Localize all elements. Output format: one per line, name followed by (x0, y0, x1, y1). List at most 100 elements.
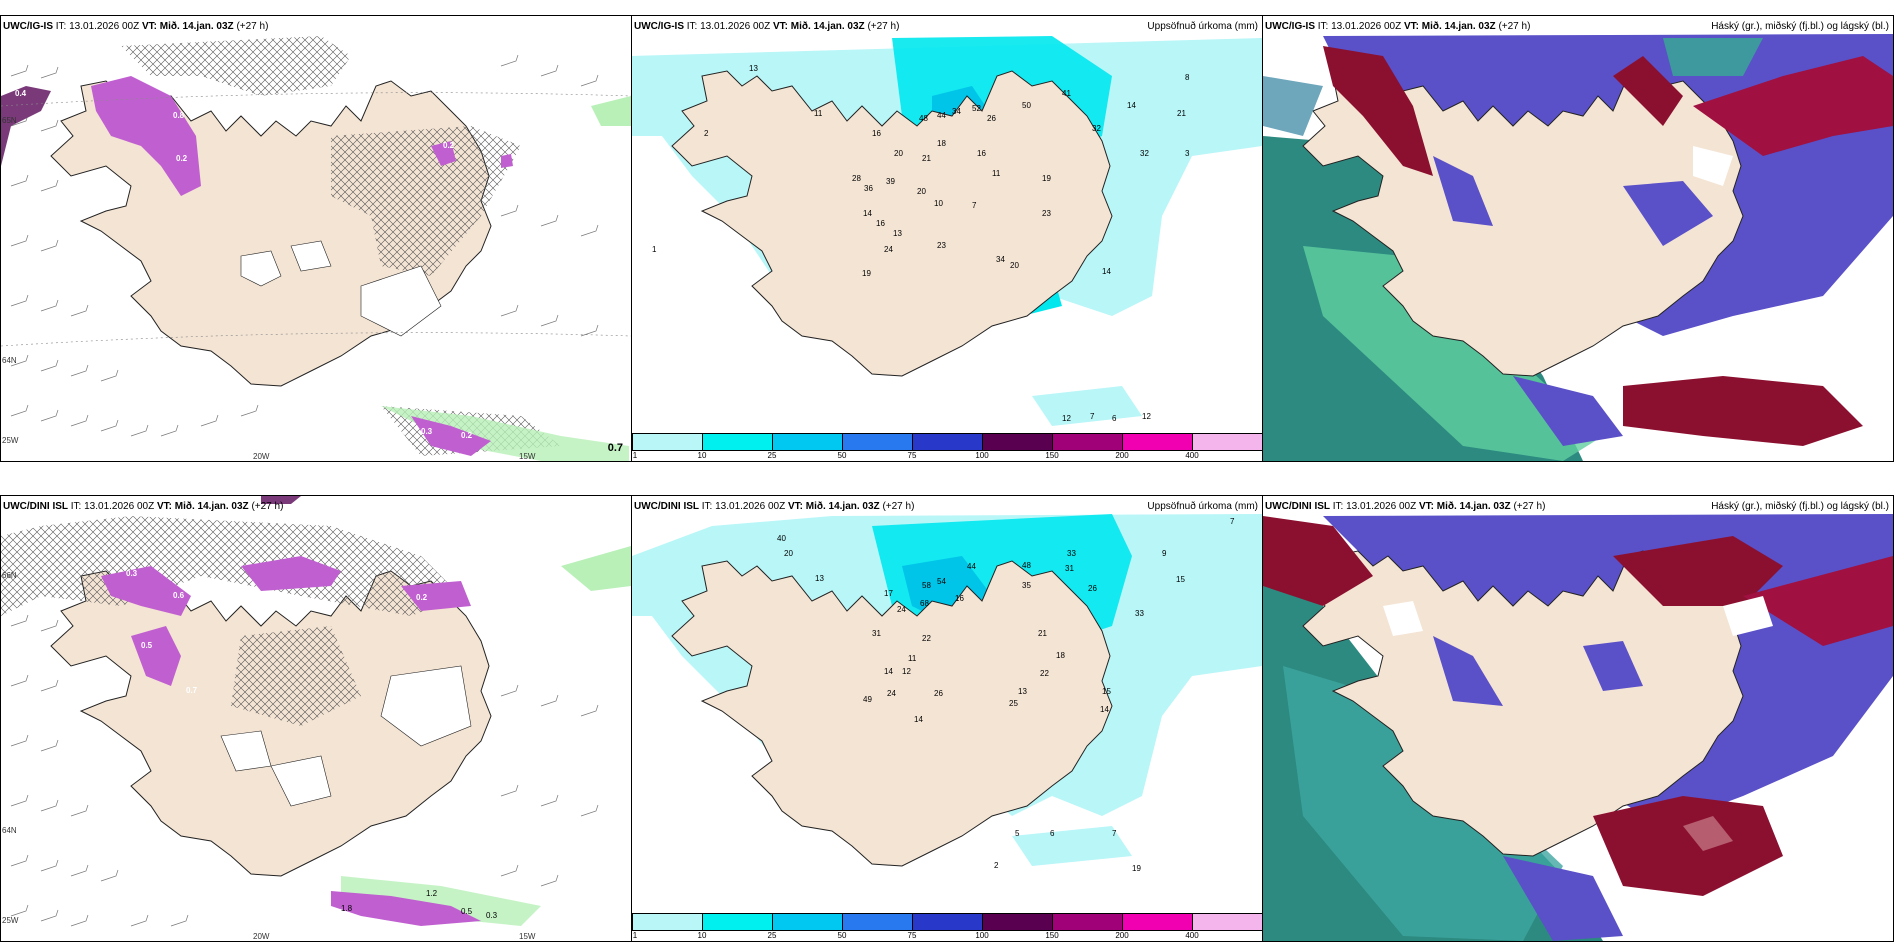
svg-text:0.7: 0.7 (186, 686, 198, 695)
svg-text:1: 1 (652, 245, 657, 254)
svg-text:15: 15 (1176, 575, 1185, 584)
svg-text:16: 16 (872, 129, 881, 138)
svg-text:3: 3 (1185, 149, 1190, 158)
icing-label: 0.4 (15, 89, 27, 98)
colorbar-tick-label: 200 (1115, 451, 1129, 460)
lat-label: 66N (2, 571, 17, 580)
svg-text:52: 52 (972, 104, 981, 113)
svg-text:21: 21 (1177, 109, 1186, 118)
colorbar-tick-label: 1 (632, 931, 638, 940)
svg-text:23: 23 (937, 241, 946, 250)
svg-text:11: 11 (992, 169, 1001, 178)
colorbar-tick-label: 10 (697, 451, 707, 460)
lat-label: 65N (2, 116, 17, 125)
panel-precip-ig: UWC/IG-IS IT: 13.01.2026 00Z VT: Mið. 14… (631, 15, 1263, 462)
svg-text:2: 2 (994, 861, 999, 870)
svg-text:20: 20 (917, 187, 926, 196)
svg-text:0.5: 0.5 (141, 641, 153, 650)
svg-text:34: 34 (996, 255, 1005, 264)
panel-title: UWC/IG-IS IT: 13.01.2026 00Z VT: Mið. 14… (1265, 21, 1531, 32)
svg-text:5: 5 (1015, 829, 1020, 838)
colorbar-tick-label: 25 (767, 931, 777, 940)
svg-text:48: 48 (919, 114, 928, 123)
svg-text:25: 25 (1009, 699, 1018, 708)
colorbar-segment (842, 913, 913, 931)
svg-text:0.3: 0.3 (421, 427, 433, 436)
svg-text:14: 14 (863, 209, 872, 218)
svg-text:26: 26 (987, 114, 996, 123)
svg-text:39: 39 (886, 177, 895, 186)
svg-text:26: 26 (934, 689, 943, 698)
panel-title: UWC/DINI ISL IT: 13.01.2026 00Z VT: Mið.… (1265, 501, 1546, 512)
colorbar-tick-label: 50 (837, 451, 847, 460)
svg-text:0.2: 0.2 (416, 593, 428, 602)
svg-text:49: 49 (863, 695, 872, 704)
svg-text:14: 14 (1127, 101, 1136, 110)
svg-text:12: 12 (902, 667, 911, 676)
svg-text:68: 68 (920, 599, 929, 608)
svg-text:1.2: 1.2 (426, 889, 438, 898)
precip-colorbar-ticks: 1 10 25 50 75 100 150 200 400 (632, 451, 1262, 461)
svg-text:12: 12 (1142, 412, 1151, 421)
svg-text:14: 14 (914, 715, 923, 724)
colorbar-segment (1122, 433, 1193, 451)
wind-barbs (10, 54, 599, 437)
colorbar-tick-label: 75 (907, 931, 917, 940)
precip-colorbar-ticks: 1 10 25 50 75 100 150 200 400 (632, 931, 1262, 941)
svg-text:13: 13 (815, 574, 824, 583)
colorbar-segment (1052, 913, 1123, 931)
lon-label: 25W (2, 436, 19, 445)
svg-text:20: 20 (784, 549, 793, 558)
svg-text:12: 12 (1062, 414, 1071, 423)
svg-text:34: 34 (952, 107, 961, 116)
precip-labels: 40 20 13 17 24 68 58 54 44 16 48 35 33 3… (777, 517, 1235, 873)
colorbar-segment (772, 433, 843, 451)
svg-text:11: 11 (814, 109, 823, 118)
svg-text:22: 22 (922, 634, 931, 643)
max-icing-label: 0.7 (607, 442, 623, 454)
colorbar-segment (842, 433, 913, 451)
precip-map: 13 2 11 16 48 44 34 52 26 50 41 32 20 21… (632, 16, 1262, 461)
svg-text:24: 24 (887, 689, 896, 698)
hatch-area (121, 36, 351, 96)
svg-text:31: 31 (1065, 564, 1074, 573)
icing-map: 0.4 0.3 0.8 0.2 0.2 0.3 0.2 (1, 16, 631, 461)
svg-text:35: 35 (1022, 581, 1031, 590)
svg-text:0.8: 0.8 (173, 111, 185, 120)
colorbar-segment (772, 913, 843, 931)
svg-text:20: 20 (894, 149, 903, 158)
svg-text:19: 19 (1042, 174, 1051, 183)
colorbar-segment (912, 913, 983, 931)
panel-title: UWC/IG-IS IT: 13.01.2026 00Z VT: Mið. 14… (3, 21, 269, 32)
colorbar-tick-label: 10 (697, 931, 707, 940)
precip-colorbar (632, 913, 1262, 931)
svg-text:32: 32 (1140, 149, 1149, 158)
svg-text:18: 18 (1056, 651, 1065, 660)
svg-text:15: 15 (1102, 687, 1111, 696)
svg-text:21: 21 (922, 154, 931, 163)
svg-text:2: 2 (704, 129, 709, 138)
svg-text:31: 31 (872, 629, 881, 638)
svg-text:0.2: 0.2 (461, 431, 473, 440)
colorbar-segment (982, 913, 1053, 931)
colorbar-tick-label: 1 (632, 451, 638, 460)
svg-text:14: 14 (1100, 705, 1109, 714)
svg-text:0.3: 0.3 (119, 65, 131, 74)
colorbar-segment (702, 433, 773, 451)
colorbar-tick-label: 150 (1045, 931, 1059, 940)
svg-text:44: 44 (937, 111, 946, 120)
svg-text:36: 36 (864, 184, 873, 193)
svg-text:19: 19 (1132, 864, 1141, 873)
colorbar-tick-label: 100 (975, 931, 989, 940)
colorbar-segment (632, 913, 703, 931)
lat-label: 64N (2, 826, 17, 835)
precip-colorbar (632, 433, 1262, 451)
svg-text:33: 33 (1067, 549, 1076, 558)
svg-text:8: 8 (1185, 73, 1190, 82)
svg-text:32: 32 (1092, 124, 1101, 133)
colorbar-segment (912, 433, 983, 451)
precip-map: 40 20 13 17 24 68 58 54 44 16 48 35 33 3… (632, 496, 1262, 941)
lon-label: 20W (253, 932, 270, 941)
svg-text:13: 13 (1018, 687, 1027, 696)
svg-text:13: 13 (893, 229, 902, 238)
